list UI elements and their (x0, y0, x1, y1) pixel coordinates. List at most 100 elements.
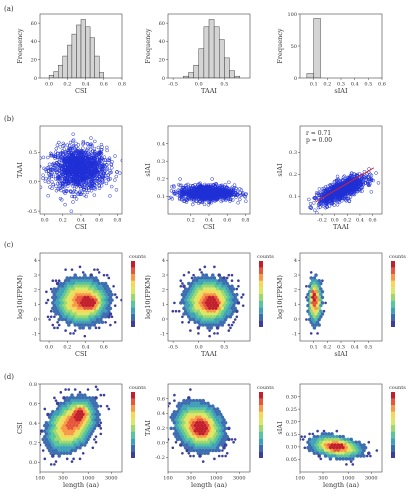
hexbin-cell (59, 401, 63, 406)
hexbin-cell (321, 279, 324, 283)
hexbin-cell (201, 312, 205, 316)
hexbin-cell (73, 437, 77, 442)
hexbin-cell (307, 290, 312, 294)
hexbin-cell (64, 329, 67, 332)
scatter-point (66, 150, 71, 155)
hexbin-cell (78, 434, 82, 439)
hexbin-cell (52, 292, 57, 297)
hexbin-cell (94, 298, 98, 302)
x-tick-label: 0.0 (41, 218, 49, 224)
scatter-point (86, 175, 90, 180)
hexbin-cell (206, 303, 210, 308)
hexbin-cell (190, 292, 194, 297)
scatter-point (58, 158, 62, 162)
hexbin-cell (49, 445, 53, 450)
scatter-point (55, 162, 60, 167)
hexbin-cell (312, 320, 317, 325)
hexbin-cell (75, 287, 79, 291)
hexbin-cell (319, 314, 323, 319)
hexbin-cell (309, 320, 313, 325)
scatter-point (68, 189, 73, 193)
scatter-point (68, 148, 72, 152)
hexbin-cell (92, 284, 97, 289)
hexbin-cell (68, 451, 73, 456)
scatter-point (62, 185, 67, 189)
scatter-point (354, 187, 358, 192)
scatter-point (57, 140, 61, 145)
scatter-point (107, 156, 112, 161)
hexbin-cell (198, 323, 202, 327)
scatter-point (107, 158, 112, 162)
hexbin-cell (222, 281, 226, 286)
x-tick-label: 0.1 (310, 82, 318, 88)
scatter-point (81, 146, 85, 150)
hexbin-cell (99, 404, 103, 408)
y-tick-label: 0.1 (157, 194, 165, 200)
hexbin-cell (307, 312, 312, 316)
hexbin-cell (75, 429, 79, 433)
scatter-point (374, 171, 378, 175)
hexbin-cell (83, 306, 87, 311)
scatter-point (354, 173, 359, 178)
scatter-point (60, 176, 65, 181)
scatter-point (104, 167, 109, 172)
x-tick-label: -0.5 (168, 82, 178, 88)
hexbin-cell (52, 429, 57, 433)
hexbin-cell (84, 429, 89, 433)
hexbin-cell (83, 421, 87, 425)
scatter-point (357, 172, 362, 176)
x-tick-label: 0.3 (337, 345, 345, 351)
hexbin-cell (206, 309, 210, 313)
hexbin-cell (219, 287, 223, 291)
scatter-point (53, 166, 57, 171)
hexbin-cell (71, 292, 76, 297)
scatter-point (201, 199, 205, 203)
hexbin-cell (311, 301, 315, 305)
hexbin-cell (97, 271, 101, 274)
hexbin-cell (97, 326, 101, 330)
hexbin-cell (44, 421, 49, 425)
hexbin-cell (201, 306, 205, 311)
hexbin-cell (78, 276, 82, 280)
scatter-point (71, 160, 75, 165)
hexbin-cell (68, 281, 73, 286)
hexbin-cell (71, 314, 76, 319)
scatter-point (40, 164, 42, 169)
scatter-point (77, 184, 82, 188)
panel-label-d: (d) (4, 373, 14, 381)
scatter-point (330, 202, 335, 206)
hexbin-cell (73, 426, 77, 431)
hexbin-cell (84, 434, 89, 439)
hexbin-cell (185, 290, 189, 294)
scatter-point (47, 162, 52, 167)
y-tick-label: 0 (294, 317, 297, 323)
scatter-point (79, 169, 83, 174)
colorbar-swatch (259, 320, 263, 327)
scatter-point (313, 208, 317, 213)
hexbin-cell (188, 290, 193, 294)
scatter-point (100, 156, 104, 161)
scatter-point (53, 154, 57, 159)
hexbin-cell (317, 295, 321, 300)
hexbin-cell (105, 404, 109, 408)
hexbin-cell (62, 401, 66, 406)
hexbin-cell (94, 440, 98, 444)
hexbin-cell (307, 284, 312, 289)
hexbin-cell (204, 295, 209, 300)
hexbin-cell (65, 418, 69, 422)
hexbin-cell (95, 306, 100, 311)
hexbin-cell (92, 306, 97, 311)
scatter-point (77, 179, 82, 183)
scatter-point (199, 185, 203, 190)
scatter-point (65, 162, 69, 167)
hexbin-cell (188, 301, 193, 305)
hexbin-cell (199, 287, 204, 291)
hexbin-cell (81, 314, 85, 319)
hexbin-cell (311, 295, 315, 300)
hexbin-cell (86, 398, 90, 403)
hexbin-cell (222, 298, 226, 302)
hexbin-cell (76, 312, 81, 316)
hexbin-cell (311, 278, 315, 283)
hexbin-cell (211, 312, 215, 316)
hexbin-cell (51, 290, 55, 294)
